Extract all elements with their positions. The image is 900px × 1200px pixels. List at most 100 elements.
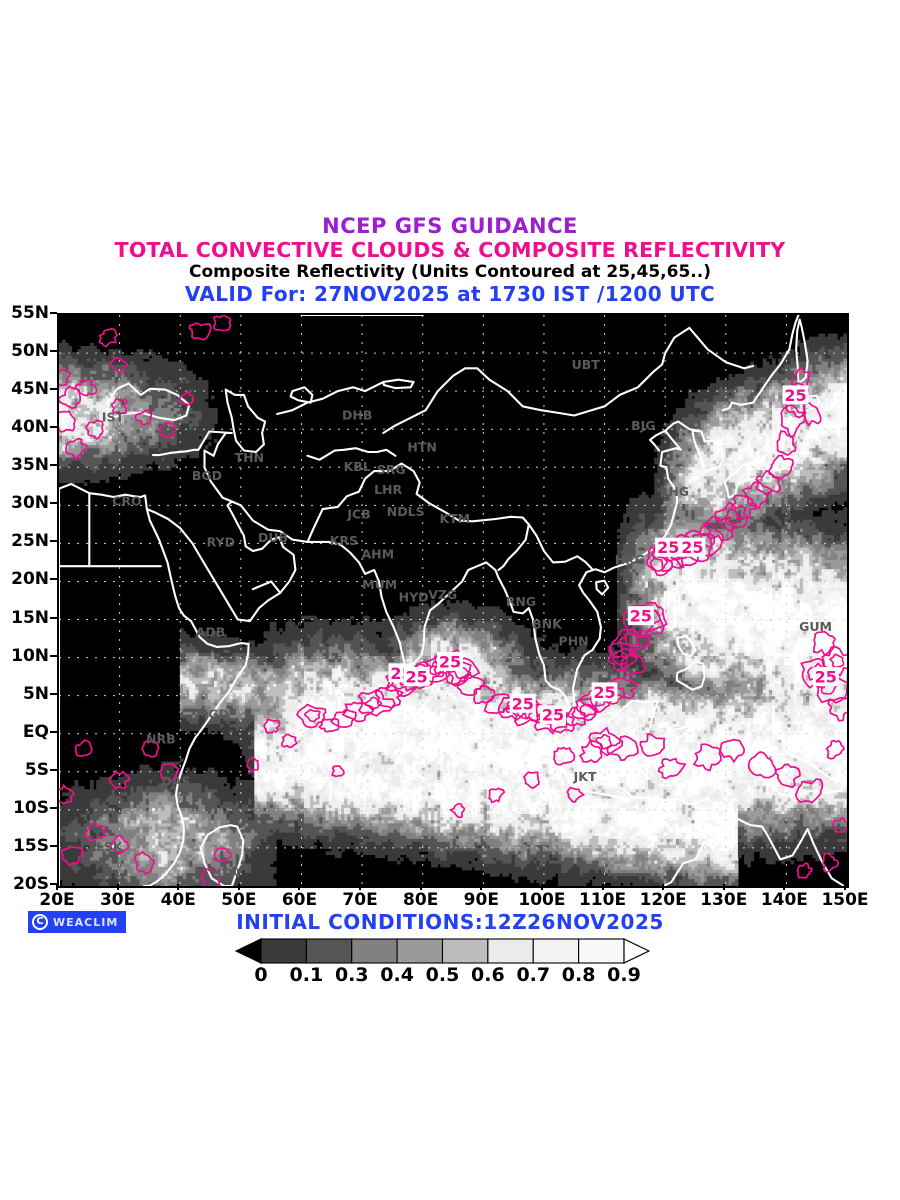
cloud-cell (102, 392, 107, 397)
cloud-cell (90, 414, 94, 418)
cloud-cell (840, 423, 844, 428)
cloud-cell (744, 367, 748, 372)
cloud-cell (784, 370, 789, 375)
cloud-cell (176, 367, 181, 372)
cloud-cell (846, 380, 847, 384)
cloud-cell (762, 386, 767, 390)
cloud-cell (796, 414, 801, 418)
cloud-cell (682, 426, 686, 431)
cloud-cell (167, 373, 172, 378)
cloud-cell (744, 429, 748, 434)
cloud-cell (827, 352, 832, 356)
cloud-cell (77, 411, 82, 415)
cloud-cell (136, 373, 141, 378)
cloud-cell (167, 426, 172, 431)
cloud-cell (86, 377, 91, 381)
cloud-cell (799, 417, 804, 421)
cloud-cell (152, 408, 156, 412)
cloud-cell (728, 398, 733, 403)
cloud-cell (83, 423, 88, 428)
cloud-cell (130, 373, 134, 378)
cloud-cell (133, 442, 138, 446)
cloud-cell (846, 429, 847, 434)
cloud-cell (778, 370, 782, 375)
cloud-cell (834, 342, 838, 347)
cloud-cell (183, 429, 187, 434)
cloud-cell (186, 373, 190, 378)
cloud-cell (803, 432, 807, 437)
cloud-cell (93, 361, 97, 366)
cloud-cell (121, 426, 125, 431)
cloud-cell (672, 435, 677, 440)
cloud-cell (846, 336, 847, 341)
cloud-cell (827, 404, 832, 409)
cloud-cell (830, 408, 835, 412)
cloud-cell (121, 404, 125, 409)
cloud-cell (818, 349, 823, 353)
cloud-cell (741, 423, 745, 428)
cloud-cell (682, 420, 686, 425)
cloud-cell (179, 420, 184, 425)
map-plot-area[interactable]: IST THN BGD CRO RYD DUB KRS DHB HTN KBL SRG LHR JCB N… (57, 313, 849, 888)
cloud-cell (90, 389, 94, 394)
cloud-cell (744, 439, 748, 443)
cloud-cell (77, 426, 82, 431)
cloud-cell (741, 439, 745, 443)
cloud-cell (71, 411, 76, 415)
cloud-cell (762, 439, 767, 443)
cloud-cell (90, 408, 94, 412)
cloud-cell (809, 389, 813, 394)
cloud-cell (803, 429, 807, 434)
cloud-cell (713, 426, 717, 431)
cloud-cell (124, 358, 128, 363)
cloud-cell (772, 404, 776, 409)
cloud-cell (837, 423, 841, 428)
cloud-cell (108, 355, 113, 359)
cloud-cell (827, 361, 832, 366)
cloud-cell (806, 426, 810, 431)
cloud-cell (108, 367, 113, 372)
cloud-cell (62, 417, 66, 421)
cloud-cell (846, 358, 847, 363)
cloud-cell (737, 392, 742, 397)
cloud-cell (778, 408, 782, 412)
cloud-cell (90, 442, 94, 446)
cloud-cell (136, 364, 141, 369)
cloud-cell (812, 435, 816, 440)
cloud-cell (114, 377, 119, 381)
cloud-cell (731, 417, 736, 421)
cloud-cell (666, 429, 671, 434)
cloud-cell (183, 442, 187, 446)
cloud-cell (176, 435, 181, 440)
cloud-cell (697, 395, 702, 400)
cloud-cell (210, 423, 215, 428)
cloud-cell (142, 383, 147, 387)
cloud-cell (71, 383, 76, 387)
cloud-cell (750, 404, 754, 409)
cloud-cell (186, 383, 190, 387)
cloud-cell (703, 404, 708, 409)
cloud-cell (105, 377, 110, 381)
cloud-cell (192, 408, 196, 412)
cloud-cell (148, 373, 153, 378)
cloud-cell (697, 401, 702, 406)
cloud-cell (837, 339, 841, 344)
cloud-cell (756, 432, 761, 437)
cloud-cell (744, 404, 748, 409)
cloud-cell (164, 383, 169, 387)
cloud-cell (117, 364, 122, 369)
cloud-cell (62, 386, 66, 390)
cloud-cell (840, 358, 844, 363)
cloud-cell (133, 392, 138, 397)
cloud-cell (124, 420, 128, 425)
cloud-cell (108, 426, 113, 431)
cloud-cell (843, 336, 847, 341)
cloud-cell (756, 429, 761, 434)
cloud-cell (672, 423, 677, 428)
cloud-cell (775, 380, 779, 384)
cloud-cell (750, 408, 754, 412)
cloud-cell (155, 435, 159, 440)
cloud-cell (65, 420, 69, 425)
cloud-cell (713, 408, 717, 412)
cloud-cell (173, 389, 178, 394)
